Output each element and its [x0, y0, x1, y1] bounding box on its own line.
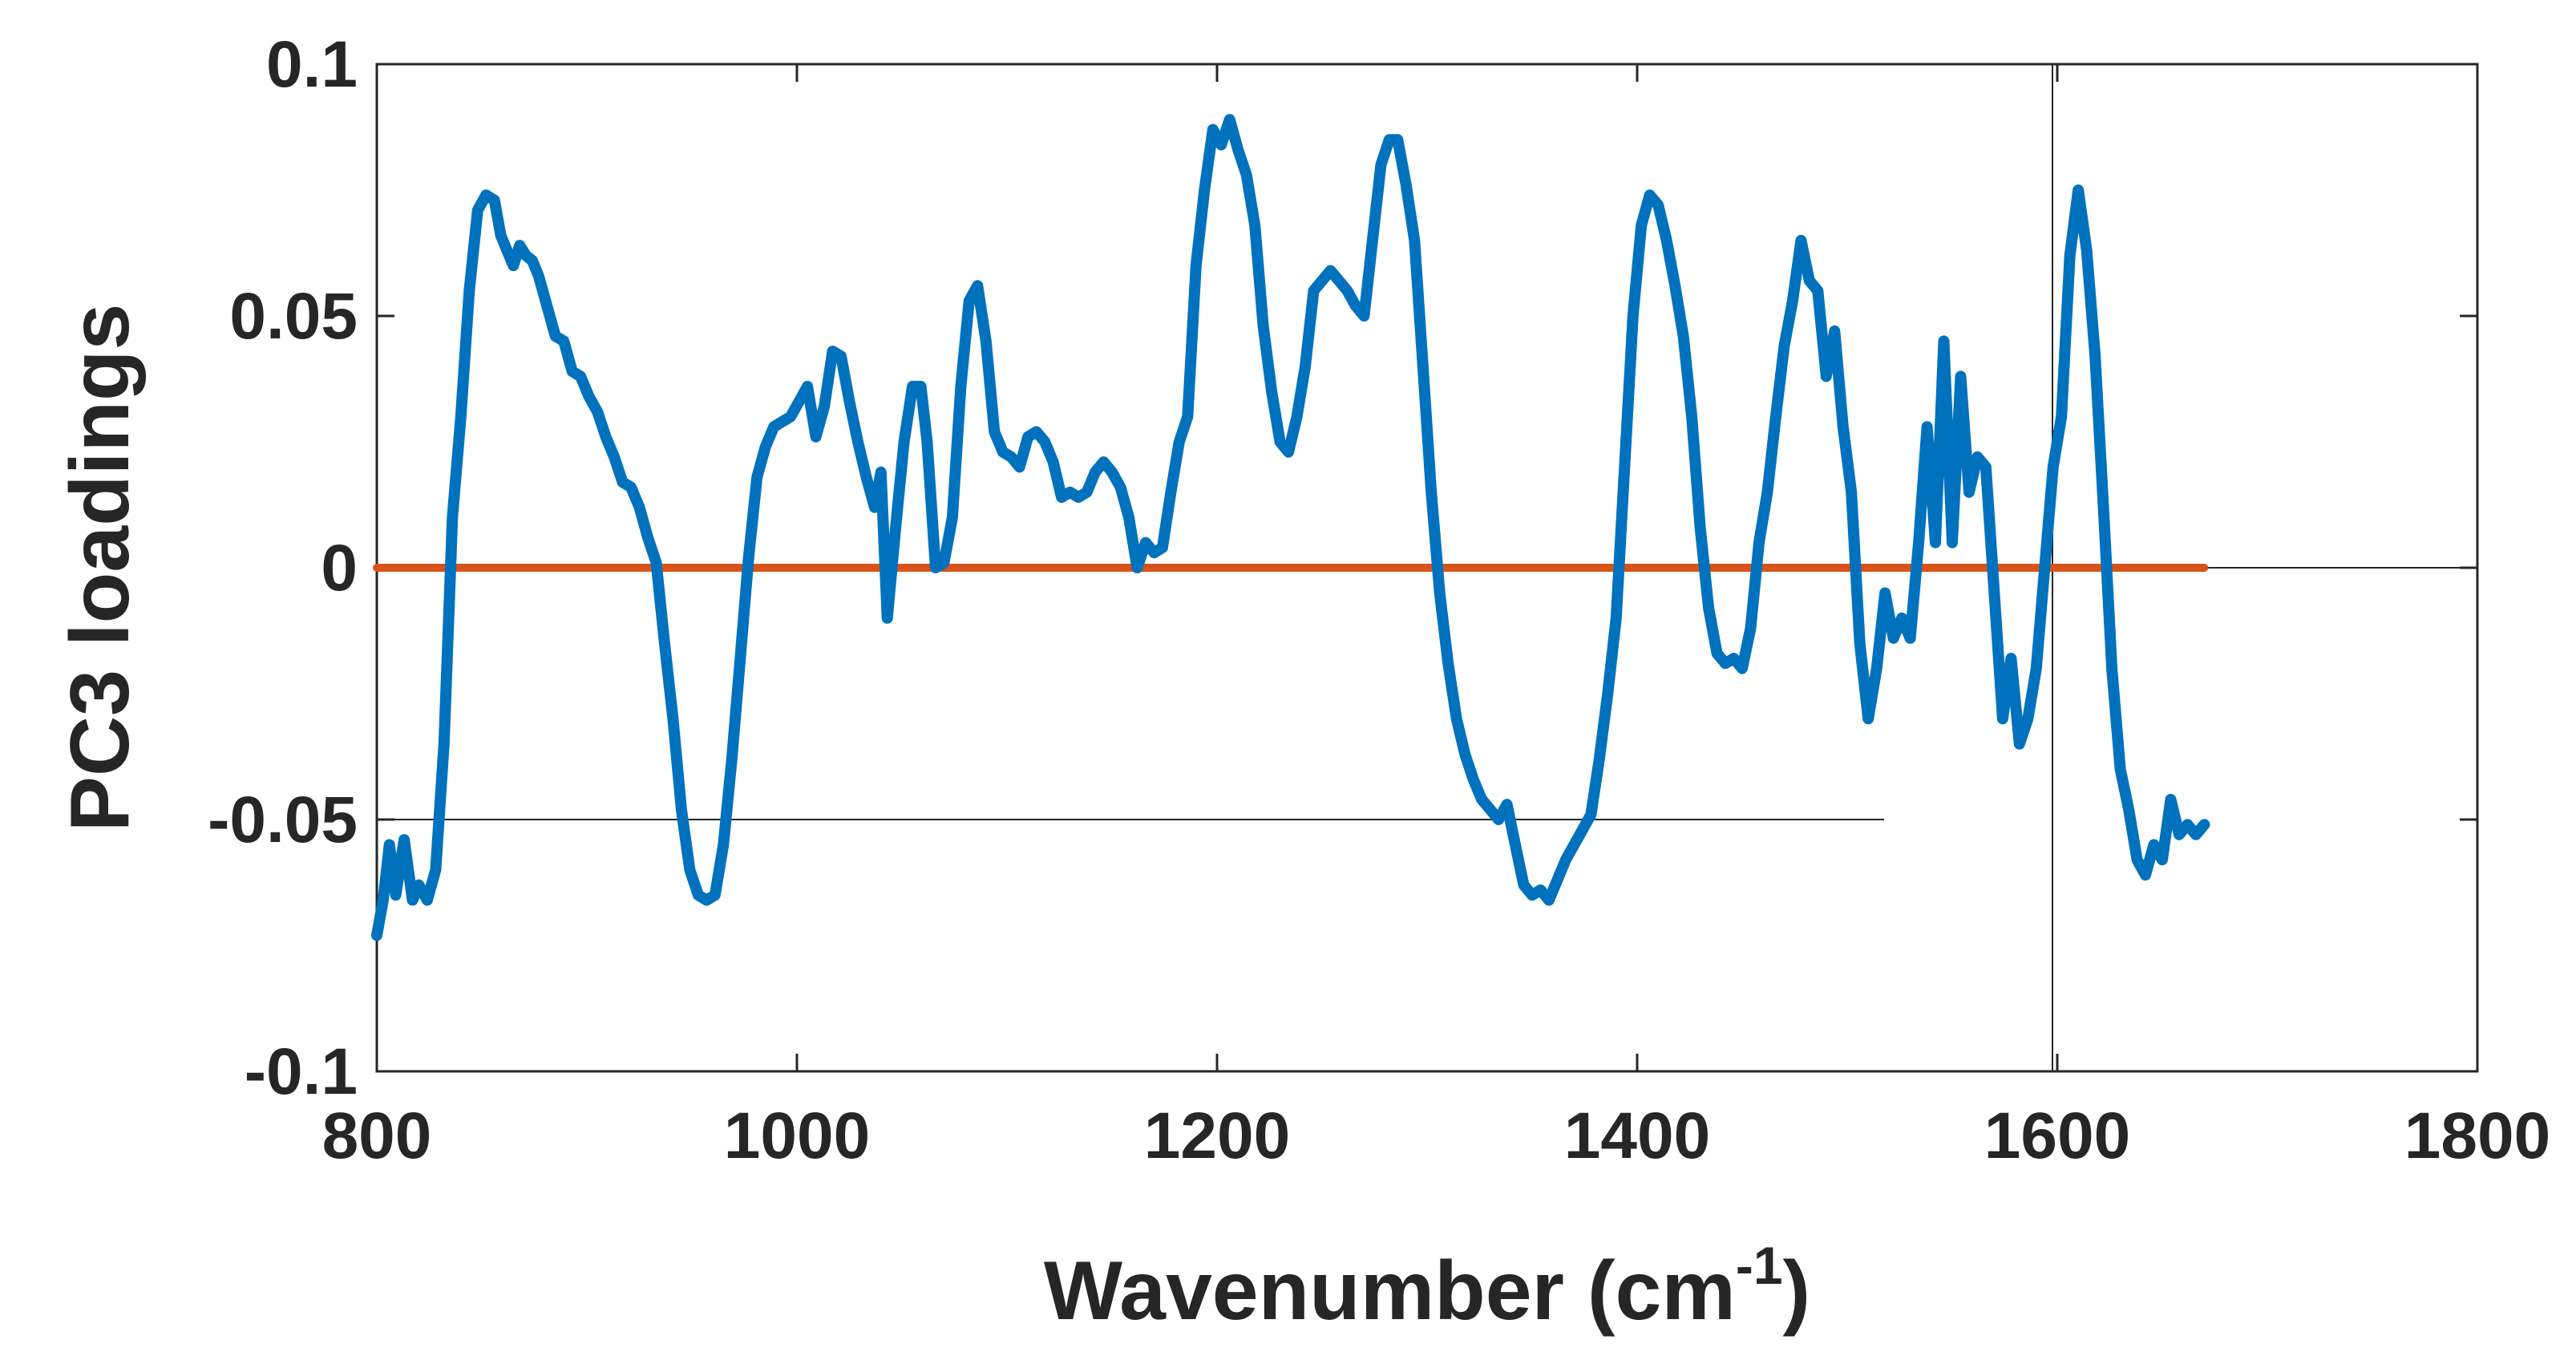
axis-ticks — [375, 63, 2479, 1073]
x-tick-label: 1600 — [1984, 1099, 2130, 1172]
x-tick-label: 1800 — [2404, 1099, 2550, 1172]
pc3-loadings-line — [371, 114, 2210, 941]
y-tick-label: -0.1 — [245, 1035, 358, 1108]
y-tick-label: -0.05 — [208, 783, 358, 856]
y-axis-title: PC3 loadings — [54, 304, 147, 832]
tick-labels: 800 1000 1200 1400 1600 1800 -0.1 -0.05 0 0.05 0.1 — [208, 28, 2550, 1172]
x-tick-label: 1200 — [1144, 1099, 1290, 1172]
x-axis-title-suffix: ) — [1783, 1245, 1811, 1338]
x-axis-title: Wavenumber (cm-1) — [1044, 1236, 1810, 1338]
x-tick-label: 1000 — [724, 1099, 870, 1172]
x-axis-title-main: Wavenumber (cm — [1044, 1245, 1736, 1338]
y-tick-label: 0.05 — [229, 280, 358, 353]
series-layer — [371, 114, 2210, 941]
x-tick-label: 800 — [322, 1099, 432, 1172]
y-tick-label: 0.1 — [266, 28, 358, 101]
y-tick-label: 0 — [321, 532, 358, 605]
x-axis-title-superscript: -1 — [1736, 1236, 1783, 1295]
x-tick-label: 1400 — [1564, 1099, 1710, 1172]
